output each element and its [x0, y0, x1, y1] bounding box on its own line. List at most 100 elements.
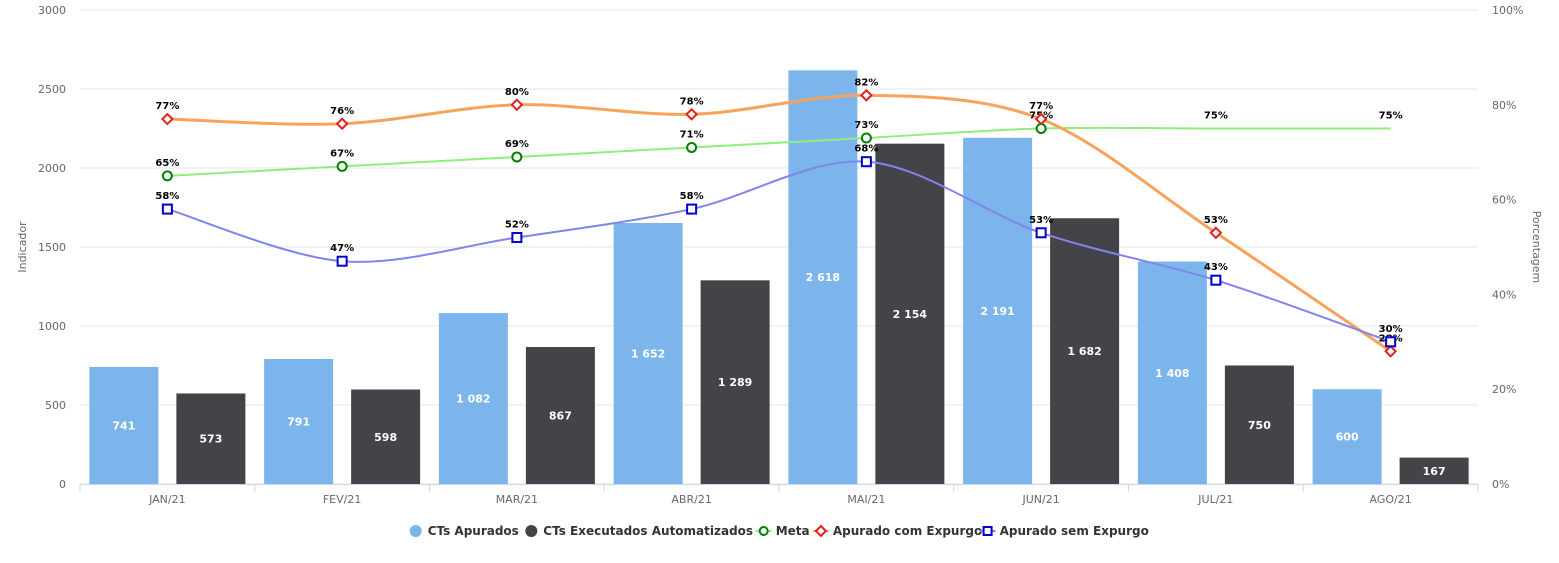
legend-swatch — [409, 525, 422, 537]
bar[interactable] — [176, 393, 246, 484]
y-tick-label-right: 40% — [1492, 288, 1516, 301]
point-marker[interactable] — [511, 232, 523, 244]
x-tick-label: ABR/21 — [671, 493, 711, 506]
y-tick-label-left: 500 — [45, 399, 66, 412]
bar-data-label: 600 — [1336, 431, 1359, 444]
legend-label: CTs Executados Automatizados — [543, 524, 753, 538]
point-data-label: 75% — [1204, 111, 1228, 122]
y-axis-title-right: Porcentagem — [1530, 211, 1543, 284]
point-marker[interactable] — [511, 151, 523, 163]
legend-item[interactable]: Meta — [755, 524, 810, 538]
bar[interactable] — [438, 313, 508, 484]
point-data-label: 73% — [854, 120, 878, 131]
legend-swatch — [814, 524, 828, 538]
point-data-label: 71% — [680, 129, 704, 140]
point-data-label: 77% — [155, 101, 179, 112]
legend-label: Apurado sem Expurgo — [1000, 524, 1149, 538]
bar[interactable] — [613, 222, 683, 484]
point-data-label: 47% — [330, 243, 354, 254]
point-data-label: 53% — [1029, 215, 1053, 226]
bar[interactable] — [700, 280, 770, 484]
point-marker[interactable] — [161, 170, 173, 182]
bar[interactable] — [1137, 261, 1207, 484]
point-marker[interactable] — [686, 203, 698, 215]
bar-data-label: 741 — [112, 419, 135, 432]
point-marker[interactable] — [1210, 274, 1222, 286]
bar-data-label: 2 191 — [980, 305, 1014, 318]
point-marker[interactable] — [1385, 336, 1397, 348]
bar[interactable] — [89, 366, 159, 484]
bar[interactable] — [351, 389, 421, 484]
x-tick-label: JAN/21 — [148, 493, 186, 506]
point-marker[interactable] — [1034, 112, 1048, 126]
point-data-label: 58% — [155, 191, 179, 202]
point-data-label: 58% — [680, 191, 704, 202]
bar[interactable] — [264, 359, 334, 484]
bar[interactable] — [875, 143, 945, 484]
line-series-group: 65%67%69%71%73%75%75%75%77%76%80%78%82%7… — [155, 77, 1403, 358]
point-data-label: 52% — [505, 220, 529, 231]
point-data-label: 67% — [330, 148, 354, 159]
point-marker[interactable] — [160, 112, 174, 126]
point-marker[interactable] — [860, 132, 872, 144]
legend-swatch — [982, 526, 993, 536]
bar-data-label: 791 — [287, 416, 310, 429]
x-tick-label: MAI/21 — [847, 493, 885, 506]
bar[interactable] — [1399, 457, 1469, 484]
x-tick-label: FEV/21 — [323, 493, 362, 506]
point-marker[interactable] — [1209, 226, 1223, 240]
point-data-label: 65% — [155, 158, 179, 169]
bar-data-label: 1 082 — [456, 393, 490, 406]
y-tick-label-left: 1000 — [38, 320, 66, 333]
legend-item[interactable]: CTs Apurados — [409, 524, 519, 538]
bar-data-label: 1 652 — [631, 347, 665, 360]
point-marker[interactable] — [1384, 344, 1398, 358]
legend-item[interactable]: CTs Executados Automatizados — [525, 524, 753, 538]
point-data-label: 78% — [680, 96, 704, 107]
point-marker[interactable] — [686, 141, 698, 153]
y-tick-label-left: 1500 — [38, 241, 66, 254]
bar[interactable] — [525, 347, 595, 484]
point-data-label: 30% — [1379, 324, 1403, 335]
point-data-label: 69% — [505, 139, 529, 150]
legend-item[interactable]: Apurado sem Expurgo — [979, 524, 1149, 538]
point-data-label: 82% — [854, 77, 878, 88]
y-tick-label-right: 20% — [1492, 383, 1516, 396]
y-axis-title-left: Indicador — [16, 221, 29, 273]
bar[interactable] — [1312, 389, 1382, 484]
x-tick-label: AGO/21 — [1370, 493, 1412, 506]
bar-data-label: 573 — [199, 433, 222, 446]
point-marker[interactable] — [859, 88, 873, 102]
legend-item[interactable]: Apurado com Expurgo — [812, 524, 982, 538]
series-line — [167, 160, 1391, 343]
series-line — [167, 126, 1391, 177]
point-marker[interactable] — [1035, 227, 1047, 239]
y-tick-label-right: 60% — [1492, 194, 1516, 207]
point-data-label: 68% — [854, 144, 878, 155]
bar-data-label: 1 289 — [718, 376, 752, 389]
point-marker[interactable] — [336, 255, 348, 267]
series-line — [167, 93, 1392, 353]
y-axis-right: 0% 20% 40% 60% 80% 100% — [1492, 4, 1523, 491]
legend-label: CTs Apurados — [428, 524, 519, 538]
y-tick-label-left: 0 — [59, 478, 66, 491]
point-marker[interactable] — [685, 107, 699, 121]
point-marker[interactable] — [335, 117, 349, 131]
point-marker[interactable] — [860, 156, 872, 168]
point-marker[interactable] — [161, 203, 173, 215]
bar[interactable] — [1050, 218, 1120, 484]
y-tick-label-right: 80% — [1492, 99, 1516, 112]
legend[interactable]: CTs Apurados CTs Executados Automatizados… — [409, 524, 1149, 538]
legend-label: Meta — [776, 524, 810, 538]
bar-data-label: 598 — [374, 431, 397, 444]
y-tick-label-right: 100% — [1492, 4, 1523, 17]
legend-label: Apurado com Expurgo — [833, 524, 982, 538]
point-marker[interactable] — [510, 98, 524, 112]
point-data-label: 76% — [330, 106, 354, 117]
x-axis: JAN/21 FEV/21 MAR/21 ABR/21 MAI/21 JUN/21 JUL/… — [79, 484, 1479, 506]
bar[interactable] — [1224, 365, 1294, 485]
x-tick-label: JUN/21 — [1022, 493, 1060, 506]
bar[interactable] — [963, 137, 1033, 484]
point-marker[interactable] — [336, 160, 348, 172]
